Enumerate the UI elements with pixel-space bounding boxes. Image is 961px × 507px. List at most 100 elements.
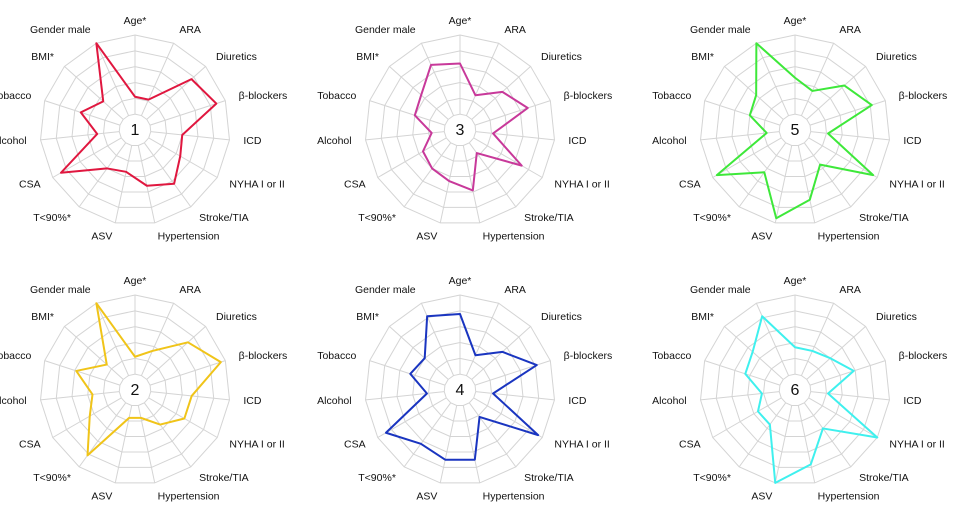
spoke bbox=[403, 142, 452, 208]
radar-line bbox=[59, 42, 218, 187]
axis-label: Alcohol bbox=[0, 395, 27, 407]
axis-label: CSA bbox=[19, 438, 41, 450]
axis-label: Tobacco bbox=[0, 350, 31, 362]
radar-line bbox=[75, 302, 222, 457]
spoke bbox=[474, 360, 551, 386]
spoke bbox=[810, 391, 890, 401]
axis-label: ARA bbox=[839, 284, 861, 296]
radar-line bbox=[384, 313, 540, 461]
axis-label: Gender male bbox=[355, 24, 416, 36]
axis-label: Hypertension bbox=[158, 230, 220, 242]
spoke bbox=[475, 391, 555, 401]
spoke bbox=[468, 402, 517, 468]
axis-label: ARA bbox=[179, 24, 201, 36]
chart-label: 5 bbox=[791, 122, 800, 139]
axis-label: Diuretics bbox=[541, 311, 582, 323]
axis-label: ASV bbox=[751, 490, 772, 502]
grid-ring bbox=[365, 34, 555, 224]
axis-label: T<90%* bbox=[693, 472, 731, 484]
spoke bbox=[149, 100, 226, 126]
spoke bbox=[475, 131, 555, 141]
axis-label: Stroke/TIA bbox=[859, 212, 909, 224]
axis-label: CSA bbox=[344, 438, 366, 450]
grid-ring bbox=[71, 326, 199, 453]
spoke bbox=[150, 131, 230, 141]
axis-label: ASV bbox=[91, 230, 112, 242]
spoke bbox=[137, 145, 156, 224]
spoke bbox=[439, 145, 458, 224]
spoke bbox=[803, 142, 852, 208]
spoke bbox=[95, 43, 130, 116]
chart-label: 3 bbox=[456, 122, 465, 139]
spoke bbox=[143, 402, 192, 468]
axis-label: Age* bbox=[449, 275, 472, 287]
grid-ring bbox=[118, 113, 152, 146]
spoke bbox=[150, 391, 230, 401]
axis-label: Age* bbox=[124, 15, 147, 27]
spoke bbox=[712, 137, 782, 178]
spoke bbox=[803, 402, 852, 468]
axis-label: BMI* bbox=[31, 311, 54, 323]
spoke bbox=[143, 142, 192, 208]
axis-label: ARA bbox=[504, 24, 526, 36]
axis-label: Alcohol bbox=[317, 395, 351, 407]
axis-label: Diuretics bbox=[876, 311, 917, 323]
axis-label: ASV bbox=[416, 490, 437, 502]
axis-label: Hypertension bbox=[483, 490, 545, 502]
radar-line bbox=[715, 42, 875, 220]
axis-label: BMI* bbox=[31, 51, 54, 63]
axis-label: NYHA I or II bbox=[229, 178, 284, 190]
axis-label: Stroke/TIA bbox=[859, 472, 909, 484]
axis-label: Gender male bbox=[690, 24, 751, 36]
spoke bbox=[146, 66, 206, 120]
spoke bbox=[806, 326, 866, 380]
axis-label: ICD bbox=[903, 395, 922, 407]
axis-label: Tobacco bbox=[652, 90, 691, 102]
spoke bbox=[403, 402, 452, 468]
axis-label: Age* bbox=[124, 275, 147, 287]
grid-ring bbox=[747, 341, 843, 437]
grid-ring bbox=[412, 341, 508, 437]
axis-label: ASV bbox=[91, 490, 112, 502]
axis-label: β-blockers bbox=[899, 90, 948, 102]
axis-label: BMI* bbox=[691, 311, 714, 323]
axis-label: BMI* bbox=[691, 51, 714, 63]
spoke bbox=[808, 397, 878, 438]
spoke bbox=[377, 137, 447, 178]
axis-label: T<90%* bbox=[358, 212, 396, 224]
spoke bbox=[797, 405, 816, 484]
axis-label: β-blockers bbox=[899, 350, 948, 362]
grid-ring bbox=[443, 113, 477, 146]
axis-label: ARA bbox=[504, 284, 526, 296]
grid-ring bbox=[700, 294, 890, 484]
axis-label: Hypertension bbox=[483, 230, 545, 242]
axis-label: Hypertension bbox=[818, 230, 880, 242]
spoke bbox=[52, 137, 122, 178]
grid-ring bbox=[380, 50, 540, 208]
radar-line bbox=[413, 62, 529, 192]
spoke bbox=[724, 66, 784, 120]
axis-label: Age* bbox=[784, 275, 807, 287]
axis-label: Alcohol bbox=[652, 135, 686, 147]
axis-label: Diuretics bbox=[876, 51, 917, 63]
axis-label: T<90%* bbox=[33, 472, 71, 484]
grid-ring bbox=[118, 373, 152, 406]
spoke bbox=[40, 391, 120, 401]
spoke bbox=[64, 66, 124, 120]
spoke bbox=[704, 360, 781, 386]
axis-label: Stroke/TIA bbox=[524, 472, 574, 484]
axis-label: T<90%* bbox=[33, 212, 71, 224]
spoke bbox=[462, 405, 481, 484]
grid-ring bbox=[71, 66, 199, 193]
spoke bbox=[738, 402, 787, 468]
axis-label: ICD bbox=[903, 135, 922, 147]
grid-ring bbox=[55, 50, 215, 208]
spoke bbox=[465, 303, 500, 376]
grid-ring bbox=[380, 310, 540, 468]
spoke bbox=[439, 405, 458, 484]
axis-label: ICD bbox=[243, 395, 262, 407]
spoke bbox=[809, 360, 886, 386]
spoke bbox=[462, 145, 481, 224]
axis-label: CSA bbox=[344, 178, 366, 190]
spoke bbox=[369, 360, 446, 386]
